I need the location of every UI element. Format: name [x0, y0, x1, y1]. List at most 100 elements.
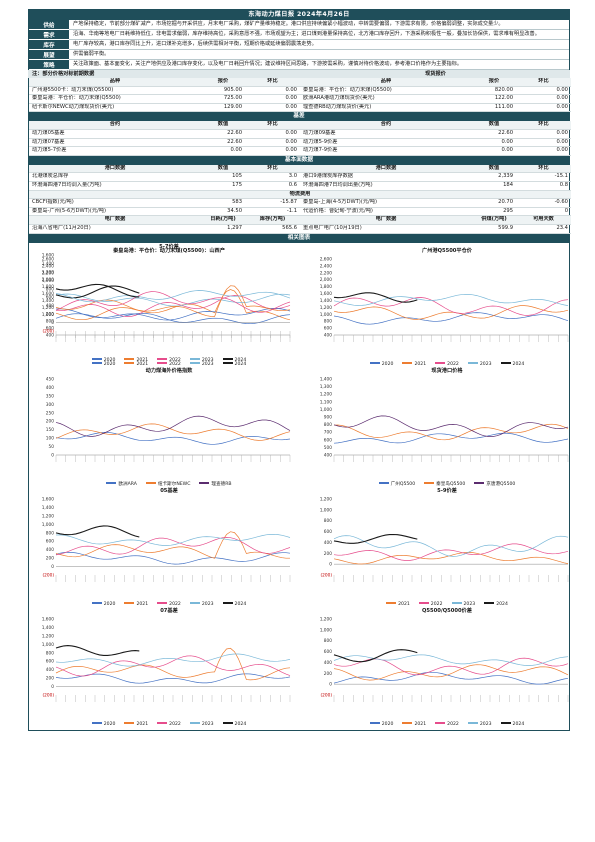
legend-item: 2022 — [435, 362, 459, 367]
legend-label: 京唐港Q5500 — [486, 481, 516, 487]
series-line-2024 — [55, 285, 140, 298]
y-tick-label: 1,000 — [320, 406, 333, 412]
legend-item: 2024 — [500, 362, 524, 367]
y-tick-label: 1,600 — [42, 616, 55, 622]
y-tick-label: 1,000 — [320, 311, 333, 317]
legend-item: 2022 — [157, 362, 181, 367]
legend-swatch — [199, 482, 210, 484]
legend-label: 2020 — [103, 601, 116, 607]
cell: 0.00 — [556, 103, 568, 110]
series-line-2023 — [55, 533, 291, 546]
cell: 0.00 — [556, 95, 568, 102]
cell: 0.00 — [285, 103, 297, 110]
chart-panel: Q5500/Q5000价差 1,200 1,000 800 600 400 200 0 (200… — [312, 607, 582, 729]
legend-item: 2022 — [418, 602, 443, 607]
y-tick-label: 400 — [324, 659, 332, 665]
cell: -1.1 — [286, 207, 297, 214]
legend-item: 2020 — [91, 362, 115, 367]
legend-swatch — [106, 482, 117, 484]
legend-item: 2023 — [189, 362, 214, 367]
series-line-京唐港Q5500 — [333, 415, 569, 437]
series-line-2022 — [55, 536, 291, 555]
cell: 环渤海四港7日均调入量(万吨) — [32, 181, 102, 188]
legend-swatch — [91, 722, 102, 724]
legend-item: 2021 — [402, 362, 426, 367]
y-tick-label: 1,600 — [42, 291, 55, 297]
legend-item: 2021 — [124, 362, 148, 367]
legend-item: 2020 — [91, 357, 116, 363]
summary-text: 产地保持稳定，节前部分煤矿减产，市场挖掘与开采供应，月末电厂采购，煤矿产量维持稳… — [69, 20, 569, 30]
y-tick-label: 2,400 — [320, 263, 333, 269]
fund-table: 港口数据 数值 环比 港口数据 数值 环比 北港煤炭总库存 105 3.0 港口… — [28, 164, 571, 234]
y-tick-label: 200 — [46, 675, 54, 681]
legend-label: 2022 — [169, 601, 181, 607]
y-tick-label: 1,200 — [42, 304, 55, 310]
series-line-2021 — [333, 304, 569, 320]
y-tick-label: 400 — [324, 539, 332, 545]
cell: 秦皇岛港：平仓价：动力末煤(Q5500) — [303, 86, 392, 93]
cell: 0.00 — [556, 138, 568, 145]
cell: 北港煤炭总库存 — [32, 173, 69, 180]
legend-item: 2021 — [386, 602, 410, 607]
summary-label: 需求 — [29, 30, 69, 40]
series-line-2023 — [333, 653, 569, 666]
legend-label: 理查德RB — [211, 481, 232, 487]
chart-svg: 1,600 1,400 1,200 1,000 800 600 400 200 0 (200) — [42, 616, 291, 702]
report-title: 东海动力煤日报 2024年4月26日 — [28, 9, 570, 20]
cell: 0.00 — [556, 147, 568, 154]
series-line-2020 — [55, 307, 291, 320]
legend-label: 2021 — [136, 361, 149, 367]
legend-swatch — [369, 362, 380, 364]
y-tick-label: (200) — [42, 328, 54, 334]
cell: 122.00 — [494, 95, 513, 102]
cell: 0.00 — [501, 147, 513, 154]
cell: 0.00 — [285, 129, 297, 136]
chart-panel: 5-9价差 1,200 1,000 800 600 400 200 0 (200) 2021 202… — [312, 487, 582, 609]
legend-item: 2023 — [467, 362, 492, 367]
col-value-r: 数值 — [472, 121, 516, 130]
y-tick-label: 1,400 — [42, 260, 55, 266]
chart-panel: 广州港Q5500平仓价 2,600 2,400 2,200 2,000 1,800 1,60… — [312, 247, 582, 369]
legend-item: 2020 — [369, 722, 393, 727]
chart-panel: 现货港口价格 1,400 1,300 1,200 1,100 1,000 900 800 700… — [312, 367, 582, 489]
legend-swatch — [402, 722, 413, 724]
series-line-2020 — [55, 672, 291, 684]
y-tick-label: 0 — [51, 564, 54, 570]
charts-area: 秦皇岛港：平仓价：动力末煤(Q5500)：山西产 2,600 2,400 2,200 2… — [28, 242, 570, 731]
cell: 20.70 — [498, 199, 513, 206]
legend-label: 2023 — [201, 721, 214, 727]
cell: 理查德RB动力煤现货价(美元) — [303, 103, 372, 110]
cell: 电厂数据 — [29, 215, 201, 225]
legend-item: 2024 — [222, 362, 246, 367]
y-tick-label: 400 — [46, 547, 54, 553]
legend-item: 2022 — [435, 722, 459, 727]
chart-title: 现货港口价格 — [431, 367, 463, 374]
series-line-2022 — [55, 294, 291, 317]
y-tick-label: 1,400 — [320, 376, 333, 382]
legend-swatch — [222, 602, 233, 604]
chart-title: 05基差 — [160, 487, 178, 494]
col-price: 报价 — [201, 78, 245, 87]
y-tick-label: 400 — [46, 332, 54, 338]
y-tick-label: 300 — [46, 401, 54, 407]
legend-label: 2020 — [103, 357, 116, 363]
legend-item: 2020 — [91, 601, 116, 607]
legend-swatch — [145, 482, 156, 484]
y-tick-label: 0 — [329, 681, 332, 687]
legend-swatch — [91, 358, 102, 360]
chart-title: 广州港Q5500平仓价 — [422, 247, 472, 254]
table-row: 秦皇岛-广州(5-6万DWT)(元/吨) 34.50 -1.1 代运价格：曹妃甸… — [29, 207, 571, 216]
legend-swatch — [500, 362, 511, 364]
series-line-理查德RB — [55, 415, 291, 437]
table-row: 广州港5500卡：动力末煤(Q5500) 905.00 0.00 秦皇岛港：平仓价：动… — [29, 86, 571, 95]
y-tick-label: 2,600 — [320, 256, 333, 262]
table-row: 环渤海四港7日均调入量(万吨) 175 0.6 环渤海四港7日均调出量(万吨) … — [29, 181, 571, 191]
legend-swatch — [424, 482, 435, 484]
chart-title: 秦皇岛港：平仓价：动力末煤(Q5500)：山西产 — [113, 247, 225, 254]
col-change-b: 环比 — [245, 121, 300, 130]
legend-swatch — [378, 482, 389, 484]
table-row: CBCFI指数(元/吨) 583 -15.87 秦皇岛-上海(4-5万DWT)(… — [29, 199, 571, 208]
y-tick-label: 0 — [51, 684, 54, 690]
series-line-2020 — [333, 311, 569, 325]
